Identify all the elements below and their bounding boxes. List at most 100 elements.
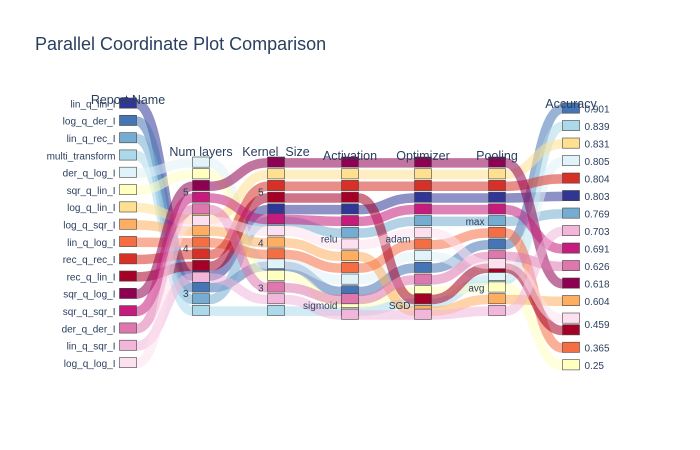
box-accuracy-der-q-der-i[interactable] (562, 260, 580, 271)
box-accuracy-rec-q-rec-i[interactable] (562, 172, 580, 184)
box-optimizer-rec-q-rec-i[interactable] (414, 180, 432, 191)
box-activation-lin-q-rec-i[interactable] (341, 226, 359, 238)
box-report-name-lin-q-lin-i[interactable] (119, 97, 137, 109)
ribbon-sqr-q-lin-i-seg-0[interactable] (136, 169, 193, 196)
box-kernel-size-sqr-q-log-i[interactable] (267, 156, 285, 168)
box-kernel-size-rec-q-lin-i[interactable] (267, 191, 285, 203)
ribbon-log-q-der-i-seg-4[interactable] (431, 240, 489, 273)
box-kernel-size-der-q-log-i[interactable] (267, 258, 285, 269)
box-kernel-size-lin-q-sqr-i[interactable] (267, 293, 285, 305)
box-accuracy-sqr-q-lin-i[interactable] (562, 359, 580, 371)
box-report-name-rec-q-rec-i[interactable] (119, 253, 137, 265)
ribbon-sqr-q-lin-i-seg-5[interactable] (504, 283, 564, 371)
box-pooling-lin-q-sqr-i[interactable] (488, 304, 506, 316)
box-pooling-lin-q-lin-i[interactable] (488, 191, 506, 203)
box-report-name-multi-transform[interactable] (119, 149, 137, 161)
box-pooling-lin-q-log-i[interactable] (488, 226, 506, 238)
box-kernel-size-log-q-sqr-i[interactable] (267, 236, 285, 248)
box-optimizer-der-q-der-i[interactable] (414, 273, 432, 285)
ribbon-log-q-sqr-i-seg-3[interactable] (357, 251, 416, 316)
box-optimizer-lin-q-rec-i[interactable] (414, 215, 432, 226)
box-num-layers-der-q-der-i[interactable] (192, 203, 210, 215)
box-num-layers-lin-q-rec-i[interactable] (192, 293, 210, 305)
box-pooling-rec-q-rec-i[interactable] (488, 180, 506, 191)
box-activation-rec-q-lin-i[interactable] (341, 191, 359, 203)
ribbon-log-q-log-i-seg-3[interactable] (358, 228, 415, 250)
box-optimizer-log-q-der-i[interactable] (414, 261, 432, 273)
ribbon-log-q-log-i-seg-1[interactable] (209, 216, 268, 236)
box-num-layers-der-q-log-i[interactable] (192, 156, 210, 168)
box-num-layers-log-q-sqr-i[interactable] (192, 225, 210, 236)
box-activation-der-q-log-i[interactable] (341, 273, 359, 285)
box-pooling-log-q-sqr-i[interactable] (488, 293, 506, 305)
box-kernel-size-lin-q-log-i[interactable] (267, 248, 285, 260)
box-accuracy-log-q-sqr-i[interactable] (562, 295, 580, 306)
box-activation-lin-q-lin-i[interactable] (341, 203, 359, 215)
ribbon-lin-q-lin-i-seg-3[interactable] (358, 193, 415, 215)
box-accuracy-sqr-q-sqr-i[interactable] (562, 242, 580, 254)
box-report-name-log-q-der-i[interactable] (119, 115, 137, 126)
ribbon-der-q-der-i-seg-3[interactable] (358, 275, 415, 305)
ribbon-rec-q-lin-i-seg-1[interactable] (208, 193, 269, 271)
box-kernel-size-log-q-lin-i[interactable] (267, 168, 285, 180)
box-activation-log-q-sqr-i[interactable] (341, 250, 359, 262)
box-optimizer-sqr-q-log-i[interactable] (414, 156, 432, 168)
ribbon-lin-q-sqr-i-seg-4[interactable] (431, 306, 489, 320)
ribbon-log-q-log-i-seg-2[interactable] (284, 226, 342, 250)
box-report-name-log-q-log-i[interactable] (119, 357, 137, 368)
box-report-name-lin-q-sqr-i[interactable] (119, 339, 137, 351)
ribbon-lin-q-sqr-i-seg-5[interactable] (504, 226, 564, 316)
ribbon-sqr-q-log-i-seg-1[interactable] (209, 158, 268, 191)
box-optimizer-rec-q-lin-i[interactable] (414, 293, 432, 305)
box-report-name-der-q-der-i[interactable] (119, 322, 137, 334)
box-report-name-lin-q-rec-i[interactable] (119, 132, 137, 144)
box-kernel-size-log-q-log-i[interactable] (267, 225, 285, 236)
ribbon-log-q-log-i-seg-5[interactable] (504, 259, 564, 324)
box-accuracy-lin-q-rec-i[interactable] (562, 207, 580, 219)
box-pooling-log-q-lin-i[interactable] (488, 168, 506, 180)
box-report-name-log-q-lin-i[interactable] (119, 201, 137, 213)
box-accuracy-multi-transform[interactable] (562, 120, 580, 131)
ribbon-log-q-sqr-i-seg-2[interactable] (284, 238, 342, 262)
ribbon-lin-q-sqr-i-seg-2[interactable] (284, 294, 342, 320)
ribbon-log-q-log-i-seg-0[interactable] (135, 216, 194, 369)
box-activation-log-q-lin-i[interactable] (341, 168, 359, 180)
ribbon-sqr-q-sqr-i-seg-3[interactable] (358, 204, 415, 227)
box-num-layers-sqr-q-log-i[interactable] (192, 180, 210, 191)
ribbon-sqr-q-sqr-i-seg-5[interactable] (504, 204, 564, 254)
box-pooling-log-q-log-i[interactable] (488, 258, 506, 269)
box-report-name-sqr-q-log-i[interactable] (119, 287, 137, 299)
box-report-name-sqr-q-lin-i[interactable] (119, 184, 137, 195)
ribbon-sqr-q-sqr-i-seg-1[interactable] (209, 193, 268, 225)
box-accuracy-lin-q-sqr-i[interactable] (562, 225, 580, 236)
box-report-name-sqr-q-sqr-i[interactable] (119, 305, 137, 317)
ribbon-rec-q-lin-i-seg-3[interactable] (357, 193, 416, 305)
box-optimizer-lin-q-sqr-i[interactable] (414, 308, 432, 320)
ribbon-rec-q-rec-i-seg-5[interactable] (505, 174, 563, 191)
box-report-name-rec-q-lin-i[interactable] (119, 270, 137, 282)
box-num-layers-log-q-log-i[interactable] (192, 215, 210, 226)
box-optimizer-log-q-lin-i[interactable] (414, 168, 432, 180)
ribbon-lin-q-sqr-i-seg-1[interactable] (209, 273, 268, 305)
box-num-layers-multi-transform[interactable] (192, 304, 210, 316)
box-activation-sqr-q-log-i[interactable] (341, 156, 359, 168)
box-accuracy-der-q-log-i[interactable] (562, 155, 580, 166)
box-activation-rec-q-rec-i[interactable] (341, 180, 359, 191)
ribbon-der-q-der-i-seg-2[interactable] (284, 283, 342, 305)
box-pooling-sqr-q-lin-i[interactable] (488, 281, 506, 293)
box-pooling-sqr-q-log-i[interactable] (488, 156, 506, 168)
box-accuracy-sqr-q-log-i[interactable] (562, 277, 580, 289)
box-accuracy-lin-q-log-i[interactable] (562, 341, 580, 353)
ribbon-lin-q-log-i-seg-2[interactable] (284, 249, 342, 273)
box-kernel-size-lin-q-lin-i[interactable] (267, 203, 285, 215)
ribbon-der-q-log-i-seg-0[interactable] (136, 158, 193, 178)
box-pooling-lin-q-rec-i[interactable] (488, 215, 506, 226)
box-num-layers-rec-q-rec-i[interactable] (192, 248, 210, 260)
box-num-layers-sqr-q-sqr-i[interactable] (192, 191, 210, 203)
box-activation-sqr-q-sqr-i[interactable] (341, 215, 359, 226)
box-pooling-sqr-q-sqr-i[interactable] (488, 203, 506, 215)
box-num-layers-lin-q-log-i[interactable] (192, 236, 210, 248)
box-num-layers-rec-q-lin-i[interactable] (192, 260, 210, 271)
box-report-name-lin-q-log-i[interactable] (119, 236, 137, 247)
box-activation-der-q-der-i[interactable] (341, 293, 359, 305)
